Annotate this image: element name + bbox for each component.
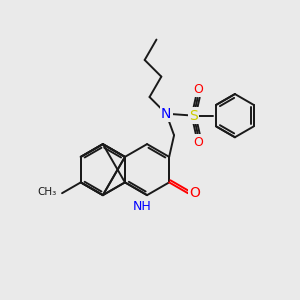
Text: O: O — [194, 82, 203, 96]
Text: N: N — [161, 107, 171, 121]
Text: S: S — [189, 109, 198, 123]
Text: CH₃: CH₃ — [37, 187, 56, 197]
Text: NH: NH — [133, 200, 152, 213]
Text: O: O — [189, 186, 200, 200]
Text: O: O — [194, 136, 203, 148]
